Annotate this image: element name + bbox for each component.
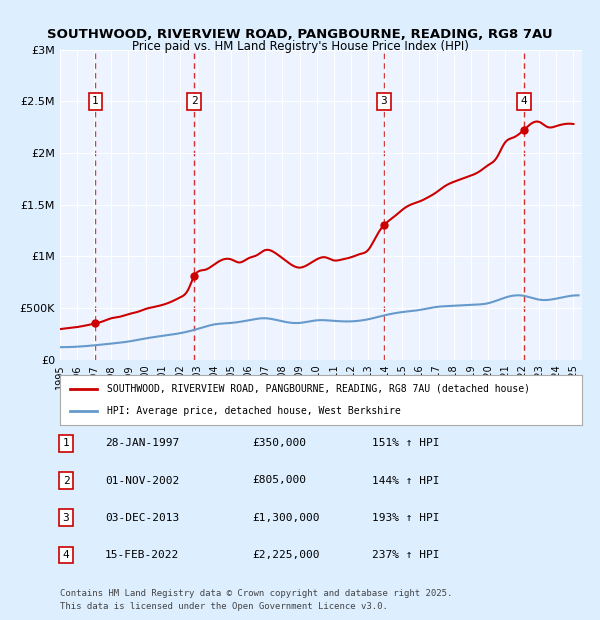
Text: 4: 4 — [62, 550, 70, 560]
Text: HPI: Average price, detached house, West Berkshire: HPI: Average price, detached house, West… — [107, 406, 401, 416]
Text: SOUTHWOOD, RIVERVIEW ROAD, PANGBOURNE, READING, RG8 7AU: SOUTHWOOD, RIVERVIEW ROAD, PANGBOURNE, R… — [47, 28, 553, 41]
Text: 144% ↑ HPI: 144% ↑ HPI — [372, 476, 439, 485]
Text: 01-NOV-2002: 01-NOV-2002 — [105, 476, 179, 485]
Text: 2: 2 — [62, 476, 70, 485]
Text: 3: 3 — [380, 96, 387, 106]
Text: 3: 3 — [62, 513, 70, 523]
Text: 28-JAN-1997: 28-JAN-1997 — [105, 438, 179, 448]
Text: 2: 2 — [191, 96, 197, 106]
Text: This data is licensed under the Open Government Licence v3.0.: This data is licensed under the Open Gov… — [60, 601, 388, 611]
Text: 237% ↑ HPI: 237% ↑ HPI — [372, 550, 439, 560]
Text: 15-FEB-2022: 15-FEB-2022 — [105, 550, 179, 560]
Text: 193% ↑ HPI: 193% ↑ HPI — [372, 513, 439, 523]
Text: 03-DEC-2013: 03-DEC-2013 — [105, 513, 179, 523]
Text: £350,000: £350,000 — [252, 438, 306, 448]
Text: £1,300,000: £1,300,000 — [252, 513, 320, 523]
Text: 4: 4 — [521, 96, 527, 106]
Text: SOUTHWOOD, RIVERVIEW ROAD, PANGBOURNE, READING, RG8 7AU (detached house): SOUTHWOOD, RIVERVIEW ROAD, PANGBOURNE, R… — [107, 384, 530, 394]
Text: 1: 1 — [62, 438, 70, 448]
Text: Price paid vs. HM Land Registry's House Price Index (HPI): Price paid vs. HM Land Registry's House … — [131, 40, 469, 53]
Text: £2,225,000: £2,225,000 — [252, 550, 320, 560]
Text: £805,000: £805,000 — [252, 476, 306, 485]
Text: 1: 1 — [92, 96, 99, 106]
Text: Contains HM Land Registry data © Crown copyright and database right 2025.: Contains HM Land Registry data © Crown c… — [60, 589, 452, 598]
Text: 151% ↑ HPI: 151% ↑ HPI — [372, 438, 439, 448]
